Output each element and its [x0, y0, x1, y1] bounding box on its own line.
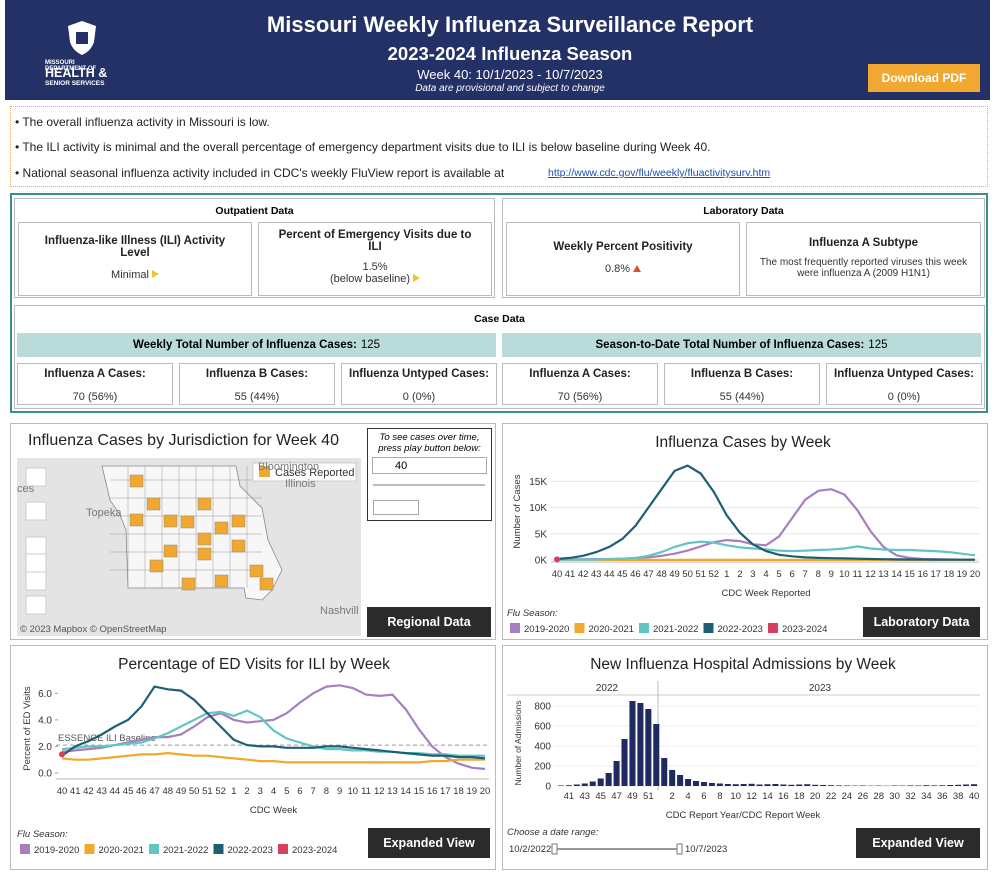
case-card: Influenza B Cases: 55 (44%): [664, 363, 820, 405]
card-title: Percent of Emergency Visits due to ILI: [278, 229, 472, 253]
notes-link[interactable]: http://www.cdc.gov/flu/weekly/fluactivit…: [548, 167, 771, 179]
card-title: Influenza A Cases:: [529, 368, 631, 380]
case-card: Influenza A Cases: 70 (56%): [17, 363, 173, 405]
org-line: SENIOR SERVICES: [45, 80, 105, 87]
level-icon: [413, 274, 421, 282]
card-value: 55 (44%): [719, 391, 765, 403]
card-title: Influenza Untyped Cases:: [834, 368, 974, 380]
disclaimer: Data are provisional and subject to chan…: [415, 83, 605, 94]
card-value: 55 (44%): [234, 391, 280, 403]
case-card: Influenza Untyped Cases: 0 (0%): [826, 363, 982, 405]
week-slider[interactable]: [373, 484, 485, 486]
card-title: Influenza A Subtype: [808, 237, 919, 249]
chart-button[interactable]: Expanded View: [368, 828, 490, 858]
org-line: MISSOURI DEPARTMENT OF: [45, 60, 97, 72]
org-line: HEALTH &: [45, 66, 108, 80]
ed-card: Percent of Emergency Visits due to ILI 1.…: [258, 222, 492, 296]
section-title: Case Data: [474, 313, 525, 325]
case-card: Influenza A Cases: 70 (56%): [502, 363, 658, 405]
card-note: (below baseline): [329, 273, 411, 285]
map-tool[interactable]: [25, 595, 47, 615]
card-value: 0.8%: [604, 263, 631, 275]
control-hint: To see cases over time, press play butto…: [378, 432, 481, 454]
total-label: Weekly Total Number of Influenza Cases:: [132, 339, 357, 351]
card-value: The most frequently reported viruses thi…: [759, 257, 968, 279]
trend-icon: [633, 265, 642, 272]
card-value: 0 (0%): [887, 391, 921, 403]
total-bar: Season-to-Date Total Number of Influenza…: [502, 333, 981, 357]
map-controls: To see cases over time, press play butto…: [367, 428, 492, 521]
week-dropdown[interactable]: 40: [372, 457, 487, 474]
total-value: 125: [868, 339, 888, 351]
card-value: 70 (56%): [557, 391, 603, 403]
total-value: 125: [360, 339, 381, 351]
card-value: 1.5%: [362, 261, 388, 273]
card-title: Influenza B Cases:: [205, 368, 309, 380]
card-value: 0 (0%): [402, 391, 436, 403]
section-title: Laboratory Data: [703, 205, 784, 217]
case-card: Influenza Untyped Cases: 0 (0%): [341, 363, 497, 405]
card-title: Influenza B Cases:: [690, 368, 794, 380]
logo: [68, 21, 96, 55]
card-title: Influenza Untyped Cases:: [349, 368, 489, 380]
case-card: Influenza B Cases: 55 (44%): [179, 363, 335, 405]
card-value: Minimal: [111, 269, 149, 281]
case-box: Case Data: [14, 305, 985, 409]
total-label: Season-to-Date Total Number of Influenza…: [595, 339, 865, 351]
chart-button[interactable]: Expanded View: [856, 828, 980, 858]
notes: • The overall influenza activity in Miss…: [10, 106, 988, 187]
play-controls[interactable]: [373, 500, 419, 515]
map-tool[interactable]: [25, 536, 47, 556]
note: • National seasonal influenza activity i…: [15, 166, 505, 180]
subtitle: 2023-2024 Influenza Season: [387, 43, 633, 64]
card-title: Influenza-like Illness (ILI) Activity Le…: [44, 235, 226, 259]
map-tool[interactable]: [25, 467, 47, 487]
map-tool[interactable]: [25, 553, 47, 573]
positivity-card: Weekly Percent Positivity 0.8%: [506, 222, 740, 296]
card-value: 70 (56%): [72, 391, 118, 403]
header: MISSOURI DEPARTMENT OF HEALTH & SENIOR S…: [5, 0, 990, 100]
note: • The ILI activity is minimal and the ov…: [15, 140, 711, 154]
chart-button[interactable]: Laboratory Data: [863, 607, 980, 637]
download-button[interactable]: Download PDF: [868, 64, 980, 92]
map-title: Influenza Cases by Jurisdiction for Week…: [28, 432, 339, 449]
subtype-card: Influenza A Subtype The most frequently r…: [746, 222, 981, 296]
section-title: Outpatient Data: [215, 205, 294, 217]
week: Week 40: 10/1/2023 - 10/7/2023: [417, 67, 603, 82]
total-bar: Weekly Total Number of Influenza Cases: 1…: [17, 333, 496, 357]
map-tool[interactable]: [25, 571, 47, 591]
summary: [10, 193, 988, 413]
card-title: Weekly Percent Positivity: [553, 241, 693, 253]
card-title: Influenza A Cases:: [44, 368, 146, 380]
title: Missouri Weekly Influenza Surveillance R…: [266, 12, 754, 37]
note: • The overall influenza activity in Miss…: [15, 115, 270, 129]
map-tool[interactable]: [25, 501, 47, 521]
regional-button[interactable]: Regional Data: [367, 607, 491, 637]
level-icon: [151, 270, 159, 278]
ili-card: Influenza-like Illness (ILI) Activity Le…: [18, 222, 252, 296]
